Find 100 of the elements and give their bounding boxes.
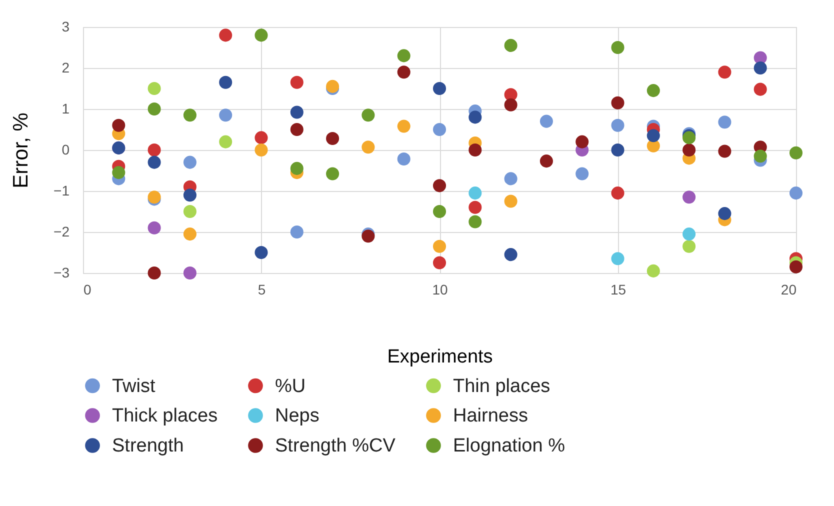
point <box>682 228 696 241</box>
point <box>326 80 340 93</box>
x-axis-title: Experiments <box>387 346 493 368</box>
point <box>611 96 624 110</box>
y-tick-label: 3 <box>62 18 70 34</box>
point <box>290 76 304 89</box>
point <box>754 150 767 163</box>
y-axis-title: Error, % <box>10 112 33 188</box>
point <box>540 154 553 168</box>
point <box>468 143 482 157</box>
point <box>576 135 589 148</box>
point <box>468 110 482 124</box>
point <box>290 162 304 175</box>
point <box>468 215 482 228</box>
point <box>148 102 161 116</box>
point <box>183 266 196 280</box>
legend-label: Neps <box>275 406 320 426</box>
point <box>718 144 732 158</box>
point <box>504 38 518 52</box>
point <box>326 167 340 180</box>
x-tick-label: 20 <box>780 282 797 298</box>
point <box>219 135 232 148</box>
point <box>576 167 589 180</box>
point <box>254 246 268 260</box>
point <box>183 108 196 122</box>
point <box>112 166 126 180</box>
y-tick-label: 1 <box>62 100 70 116</box>
legend-label: Twist <box>112 376 156 397</box>
point <box>682 190 696 204</box>
point <box>611 143 624 157</box>
point <box>646 84 660 98</box>
point <box>148 143 161 157</box>
point <box>183 188 196 202</box>
legend-label: Elognation % <box>453 436 566 456</box>
y-tick-label: 2 <box>62 60 70 76</box>
point <box>432 256 446 270</box>
point <box>219 28 232 42</box>
y-tick-label: 0 <box>62 142 70 158</box>
legend-label: Strength <box>112 436 184 456</box>
point <box>112 118 126 132</box>
point <box>432 122 446 136</box>
y-tick-label: −1 <box>54 182 70 198</box>
point <box>504 248 518 262</box>
y-tick-label: −3 <box>54 264 70 280</box>
point <box>397 152 410 166</box>
point <box>254 28 268 42</box>
point <box>754 82 767 96</box>
point <box>754 61 767 75</box>
point <box>718 116 732 129</box>
point <box>219 76 232 89</box>
point <box>789 146 803 160</box>
legend-label: Strength %CV <box>275 436 396 456</box>
y-tick-label: −2 <box>54 224 70 240</box>
legend-label: Hairness <box>453 406 528 426</box>
point <box>148 156 161 169</box>
point <box>646 129 660 142</box>
point <box>540 114 553 128</box>
point <box>504 194 518 208</box>
legend-label: Thick places <box>112 406 218 426</box>
point <box>148 221 161 234</box>
point <box>611 186 624 200</box>
point <box>432 179 446 192</box>
point <box>468 186 482 200</box>
legend-label: Thin places <box>453 376 550 397</box>
point <box>468 200 482 214</box>
point <box>611 40 624 54</box>
point <box>326 132 340 146</box>
point <box>290 225 304 239</box>
point <box>397 66 410 79</box>
point <box>183 204 196 218</box>
x-tick-label: 15 <box>610 282 626 298</box>
point <box>290 106 304 119</box>
legend-label: %U <box>275 376 306 397</box>
point <box>397 120 410 133</box>
point <box>362 140 375 154</box>
point <box>789 260 803 274</box>
point <box>362 108 375 122</box>
point <box>183 228 196 241</box>
point <box>290 122 304 136</box>
point <box>611 252 624 266</box>
point <box>397 49 410 62</box>
point <box>718 66 732 79</box>
point <box>504 172 518 186</box>
point <box>148 82 161 96</box>
point <box>254 143 268 157</box>
x-tick-label: 5 <box>258 282 266 298</box>
point <box>682 240 696 253</box>
point <box>432 204 446 218</box>
point <box>611 118 624 132</box>
point <box>789 186 803 200</box>
point <box>219 108 232 122</box>
point <box>646 264 660 278</box>
point <box>183 156 196 169</box>
point <box>148 266 161 280</box>
point <box>432 240 446 253</box>
point <box>504 98 518 112</box>
point <box>682 143 696 157</box>
x-tick-label: 0 <box>84 282 92 298</box>
point <box>718 207 732 220</box>
x-tick-label: 10 <box>432 282 448 298</box>
